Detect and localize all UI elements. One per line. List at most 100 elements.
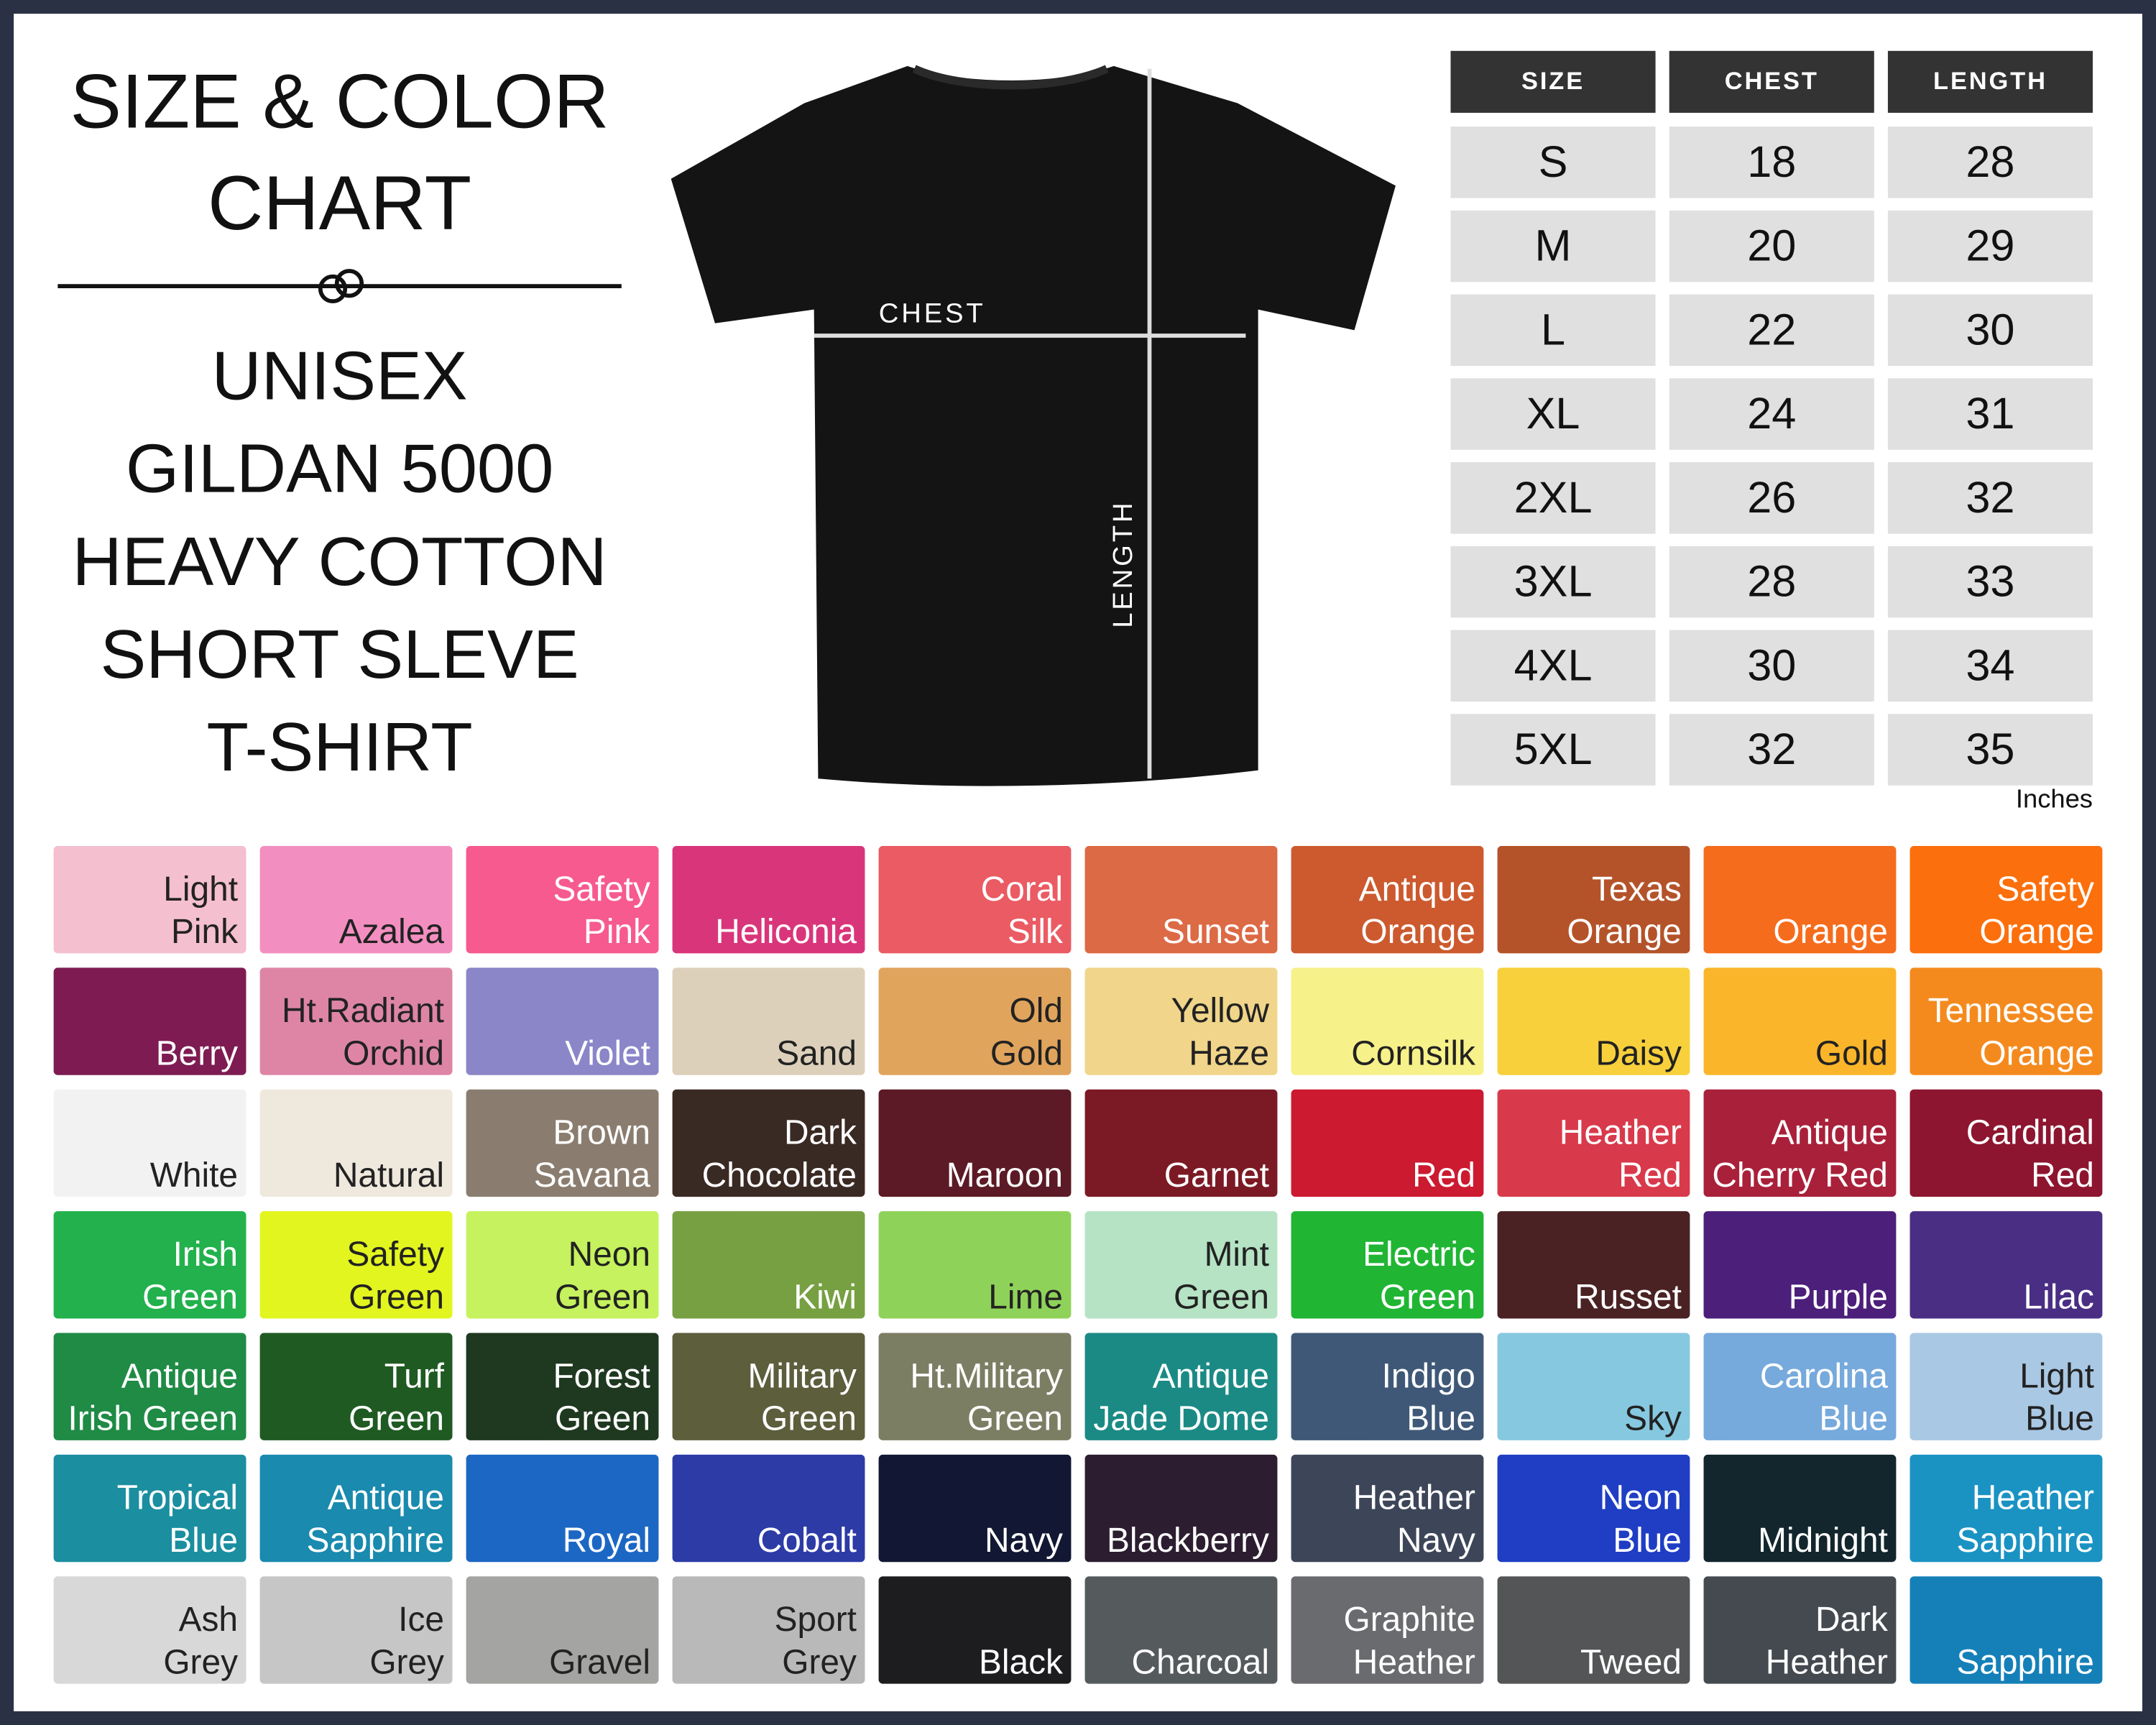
color-swatch [466, 1089, 659, 1197]
color-name: Yellow [1171, 992, 1269, 1030]
color-name: Texas [1592, 870, 1682, 908]
color-swatch [878, 967, 1072, 1075]
color-name: Maroon [946, 1156, 1063, 1195]
color-name: Brown [553, 1114, 650, 1152]
color-name: Gravel [549, 1643, 650, 1681]
table-cell [1450, 294, 1656, 367]
color-name: Green [142, 1278, 238, 1316]
color-swatch [672, 1333, 865, 1440]
color-swatch [1909, 1454, 2103, 1563]
color-name: Safety [1996, 870, 2094, 908]
table-value: 32 [1966, 473, 2014, 522]
color-name: Kiwi [793, 1278, 857, 1316]
color-swatch [878, 1089, 1072, 1197]
color-name: Azalea [339, 913, 445, 951]
color-name: Orange [1979, 913, 2094, 951]
table-cell [1887, 630, 2093, 702]
table-cell [1669, 378, 1874, 450]
color-name: Charcoal [1132, 1643, 1269, 1681]
color-name: Orange [1360, 913, 1475, 951]
color-name: Antique [1772, 1114, 1888, 1152]
color-name: Green [967, 1400, 1063, 1438]
table-cell [1669, 126, 1874, 198]
color-name: Midnight [1758, 1522, 1888, 1560]
color-name: Safety [346, 1236, 444, 1274]
table-cell [1887, 294, 2093, 367]
color-name: Sport [775, 1601, 857, 1639]
table-value: 5XL [1514, 724, 1593, 773]
color-swatch [1497, 1454, 1690, 1563]
color-name: Gold [1815, 1035, 1888, 1073]
unit-label: Inches [2016, 783, 2093, 813]
table-header: LENGTH [1933, 68, 2047, 95]
color-name: Lilac [2024, 1278, 2094, 1316]
color-name: Neon [1600, 1479, 1682, 1517]
table-cell [1887, 210, 2093, 282]
table-value: 28 [1747, 557, 1796, 606]
color-name: Green [555, 1400, 650, 1438]
color-name: Jade Dome [1093, 1400, 1269, 1438]
product-line: HEAVY COTTON [73, 523, 607, 600]
color-swatch [259, 1576, 453, 1684]
color-swatch [53, 1454, 247, 1563]
table-cell [1887, 126, 2093, 198]
table-value: 29 [1966, 221, 2014, 270]
color-swatch [1084, 1211, 1278, 1319]
table-cell [1450, 462, 1656, 534]
color-name: Pink [584, 913, 650, 951]
color-swatch [1497, 1333, 1690, 1440]
color-swatch [53, 1576, 247, 1684]
color-swatch [259, 1333, 453, 1440]
color-swatch [259, 846, 453, 954]
table-value: 2XL [1514, 473, 1593, 522]
color-name: Carolina [1760, 1357, 1888, 1395]
color-name: Silk [1008, 913, 1063, 951]
color-name: Sky [1624, 1400, 1682, 1438]
color-swatch [466, 846, 659, 954]
color-name: Heather [1560, 1114, 1682, 1152]
color-name: White [150, 1156, 238, 1195]
color-swatch [53, 846, 247, 954]
color-swatch [1703, 846, 1897, 954]
color-name: Berry [156, 1035, 238, 1073]
color-name: Red [1412, 1156, 1475, 1195]
color-name: Blackberry [1107, 1522, 1269, 1560]
table-header-cell [1450, 50, 1656, 113]
table-cell [1669, 630, 1874, 702]
color-swatch [1703, 967, 1897, 1075]
product-line: SHORT SLEVE [100, 616, 579, 693]
color-swatch [259, 967, 453, 1075]
color-swatch [53, 967, 247, 1075]
table-cell [1450, 630, 1656, 702]
color-swatch [53, 1089, 247, 1197]
color-name: Light [163, 870, 238, 908]
color-name: Heliconia [715, 913, 857, 951]
color-name: Orchid [343, 1035, 444, 1073]
table-value: 22 [1747, 305, 1796, 354]
color-name: Heather [1766, 1643, 1888, 1681]
color-name: Graphite [1344, 1601, 1475, 1639]
color-name: Red [2031, 1156, 2094, 1195]
product-line: UNISEX [212, 337, 468, 414]
color-name: Gold [990, 1035, 1063, 1073]
color-name: Cobalt [757, 1522, 857, 1560]
color-swatch [878, 1211, 1072, 1319]
color-name: Navy [985, 1522, 1063, 1560]
color-name: Ht.Radiant [282, 992, 444, 1030]
title-line: SIZE & COLOR [70, 58, 609, 144]
color-name: Purple [1789, 1278, 1888, 1316]
color-name: Green [349, 1400, 444, 1438]
color-name: Ash [179, 1601, 238, 1639]
color-swatch [466, 1211, 659, 1319]
table-value: M [1535, 221, 1572, 270]
color-name: Old [1010, 992, 1063, 1030]
color-swatch [259, 1211, 453, 1319]
color-swatch [672, 967, 865, 1075]
color-name: Grey [163, 1643, 238, 1681]
color-name: Tennessee [1928, 992, 2094, 1030]
color-swatch [259, 1454, 453, 1563]
color-swatch [1497, 1576, 1690, 1684]
color-name: Heather [1353, 1643, 1475, 1681]
color-swatch [1291, 1576, 1484, 1684]
